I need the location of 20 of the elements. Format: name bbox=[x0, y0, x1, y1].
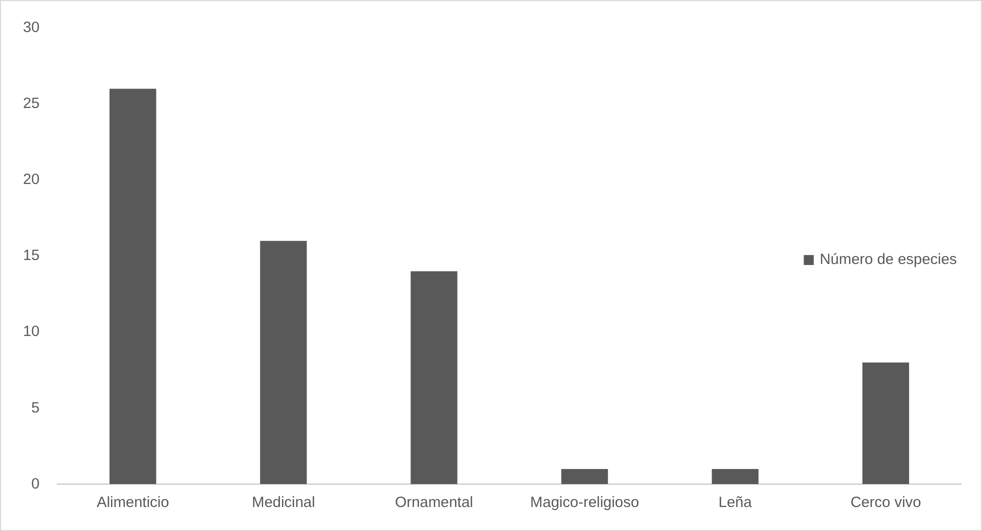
y-tick-label: 10 bbox=[22, 323, 40, 340]
x-tick-label: Medicinal bbox=[252, 494, 316, 512]
y-tick-label: 15 bbox=[22, 247, 40, 264]
x-tick-label: Cerco vivo bbox=[850, 494, 922, 512]
y-tick-label: 30 bbox=[22, 19, 40, 36]
x-tick-label: Leña bbox=[718, 494, 752, 512]
bar bbox=[712, 468, 759, 484]
legend-label: Número de especies bbox=[820, 251, 957, 268]
x-tick-label: Alimenticio bbox=[96, 494, 170, 512]
x-tick-label: Ornamental bbox=[394, 494, 474, 512]
bar bbox=[260, 240, 307, 484]
bar bbox=[410, 271, 458, 484]
x-tick-label: Magico-religioso bbox=[530, 494, 640, 512]
y-tick-label: 25 bbox=[22, 95, 40, 112]
bar bbox=[110, 88, 156, 484]
y-tick-label: 20 bbox=[22, 171, 40, 188]
bar bbox=[561, 468, 608, 484]
y-tick-label: 5 bbox=[31, 399, 40, 416]
bar bbox=[862, 362, 910, 484]
y-tick-label: 0 bbox=[31, 475, 40, 492]
